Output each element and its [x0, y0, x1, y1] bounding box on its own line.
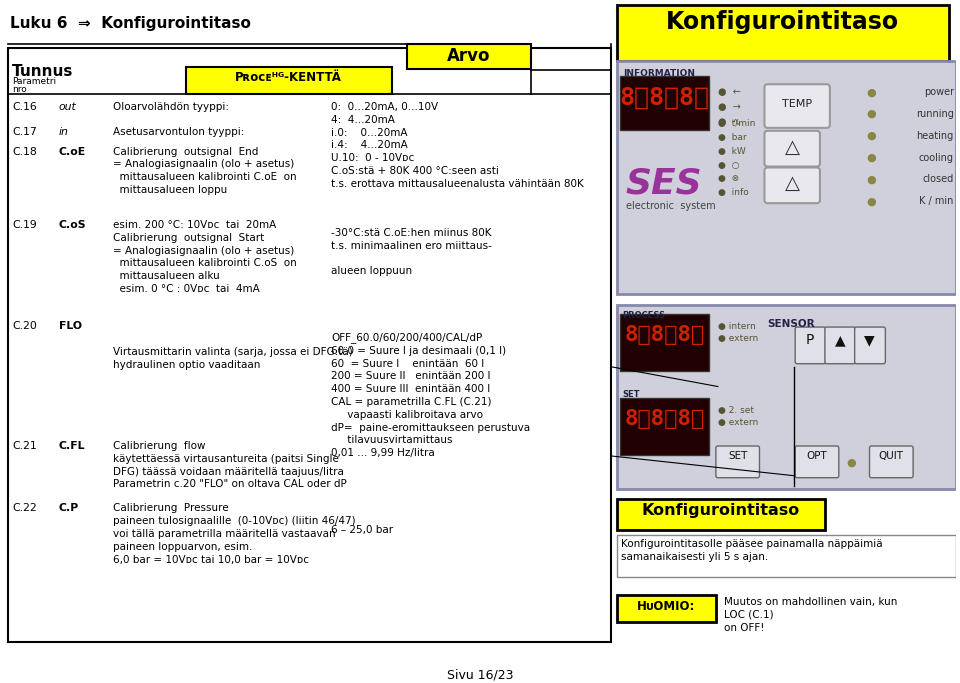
Text: △: △ — [784, 174, 800, 193]
FancyBboxPatch shape — [764, 131, 820, 167]
Text: C.17: C.17 — [12, 127, 36, 137]
FancyBboxPatch shape — [870, 446, 913, 477]
Text: heating: heating — [917, 131, 953, 141]
Text: Asetusarvontulon tyyppi:: Asetusarvontulon tyyppi: — [113, 127, 245, 137]
Text: ●  t/min: ● t/min — [718, 119, 756, 128]
Text: ●  ⊗: ● ⊗ — [718, 174, 739, 184]
Text: PROCESS: PROCESS — [623, 311, 665, 320]
Text: ● extern: ● extern — [718, 418, 758, 428]
Text: cooling: cooling — [919, 152, 953, 163]
Text: Pʀᴏᴄᴇᴴᴳ-KENTTÄ: Pʀᴏᴄᴇᴴᴳ-KENTTÄ — [235, 71, 342, 85]
Text: C.20: C.20 — [12, 321, 37, 331]
Text: HᴜOMIO:: HᴜOMIO: — [637, 600, 695, 613]
FancyBboxPatch shape — [616, 499, 825, 530]
Text: Tunnus: Tunnus — [12, 64, 74, 79]
FancyBboxPatch shape — [620, 314, 708, 371]
FancyBboxPatch shape — [407, 44, 531, 70]
FancyBboxPatch shape — [825, 327, 855, 364]
FancyBboxPatch shape — [716, 446, 759, 477]
Text: ▲: ▲ — [834, 333, 845, 347]
Text: Arvo: Arvo — [446, 46, 491, 65]
Text: 8⁨8⁨8⁨: 8⁨8⁨8⁨ — [619, 85, 709, 109]
Text: TEMP: TEMP — [782, 99, 812, 109]
Text: Calibrierung  outsignal  End
= Analogiasignaalin (olo + asetus)
  mittausalueen : Calibrierung outsignal End = Analogiasig… — [113, 147, 297, 195]
Text: nro: nro — [12, 85, 27, 94]
Text: SET: SET — [728, 451, 748, 461]
FancyBboxPatch shape — [854, 327, 885, 364]
Text: ●  info: ● info — [718, 189, 749, 197]
Text: C.FL: C.FL — [59, 441, 85, 451]
FancyBboxPatch shape — [185, 68, 392, 94]
Text: P: P — [805, 333, 814, 347]
Text: running: running — [916, 109, 953, 119]
FancyBboxPatch shape — [616, 5, 948, 61]
Bar — [616, 535, 956, 577]
Text: C.19: C.19 — [12, 220, 36, 230]
Text: ●: ● — [867, 152, 876, 163]
Text: 8⁨8⁨8⁨: 8⁨8⁨8⁨ — [624, 409, 705, 430]
Text: C.P: C.P — [59, 503, 79, 514]
Text: in: in — [59, 127, 69, 137]
Text: C.16: C.16 — [12, 102, 36, 112]
Text: Konfigurointitaso: Konfigurointitaso — [665, 10, 899, 34]
Text: ●  ←: ● ← — [718, 87, 741, 97]
Text: ● extern: ● extern — [718, 334, 758, 343]
FancyBboxPatch shape — [620, 398, 708, 455]
Text: Calibrierung  flow
käytettäessä virtausantureita (paitsi Single
DFG) täässä void: Calibrierung flow käytettäessä virtausan… — [113, 441, 347, 490]
Text: ●: ● — [867, 131, 876, 141]
FancyBboxPatch shape — [764, 167, 820, 203]
Text: INFORMATION: INFORMATION — [623, 70, 695, 79]
Text: K / min: K / min — [920, 196, 953, 206]
Text: SES: SES — [626, 167, 703, 201]
Text: ●: ● — [847, 458, 856, 468]
Text: 0:  0...20mA, 0...10V
4:  4...20mA
i.0:    0...20mA
i.4:    4...20mA
U.10:  0 - : 0: 0...20mA, 0...10V 4: 4...20mA i.0: 0.… — [331, 102, 584, 189]
Text: Virtausmittarin valinta (sarja, jossa ei DFG:tä)
hydraulinen optio vaaditaan: Virtausmittarin valinta (sarja, jossa ei… — [113, 321, 353, 370]
Text: C.21: C.21 — [12, 441, 36, 451]
Text: ●: ● — [867, 87, 876, 97]
Text: C.18: C.18 — [12, 147, 36, 156]
Text: Calibrierung  Pressure
paineen tulosignaalille  (0-10Vᴅᴄ) (liitin 46/47)
voi täl: Calibrierung Pressure paineen tulosignaa… — [113, 503, 356, 565]
Text: Sivu 16/23: Sivu 16/23 — [446, 668, 514, 681]
Text: ▼: ▼ — [864, 333, 875, 347]
FancyBboxPatch shape — [764, 84, 829, 128]
Text: C.22: C.22 — [12, 503, 36, 514]
Text: esim. 200 °C: 10Vᴅᴄ  tai  20mA
Calibrierung  outsignal  Start
= Analogiasignaali: esim. 200 °C: 10Vᴅᴄ tai 20mA Calibrierun… — [113, 220, 297, 294]
Text: ●  bar: ● bar — [718, 133, 747, 142]
FancyBboxPatch shape — [616, 61, 956, 294]
Text: out: out — [59, 102, 77, 112]
FancyBboxPatch shape — [616, 595, 716, 622]
Text: ● 2. set: ● 2. set — [718, 406, 754, 415]
Text: SET: SET — [623, 389, 640, 398]
FancyBboxPatch shape — [616, 305, 956, 488]
Text: ●  kW: ● kW — [718, 147, 746, 156]
FancyBboxPatch shape — [795, 327, 826, 364]
Text: ●  →: ● → — [718, 102, 741, 112]
Text: ●: ● — [867, 109, 876, 119]
Text: Parametri: Parametri — [12, 77, 57, 86]
FancyBboxPatch shape — [620, 76, 708, 130]
Text: Konfigurointitaso: Konfigurointitaso — [641, 503, 800, 518]
Text: Konfigurointitasolle pääsee painamalla näppäimiä
samanaikaisesti yli 5 s ajan.: Konfigurointitasolle pääsee painamalla n… — [621, 539, 882, 562]
Text: electronic  system: electronic system — [626, 201, 715, 211]
Text: ●: ● — [867, 174, 876, 184]
Text: C.oS: C.oS — [59, 220, 86, 230]
Text: power: power — [924, 87, 953, 97]
Text: SENSOR: SENSOR — [767, 319, 815, 329]
Text: OPT: OPT — [806, 451, 828, 461]
Text: Luku 6  ⇒  Konfigurointitaso: Luku 6 ⇒ Konfigurointitaso — [11, 16, 252, 31]
Text: ●  ○: ● ○ — [718, 161, 739, 169]
Text: FLO: FLO — [59, 321, 82, 331]
Text: closed: closed — [923, 174, 953, 184]
Text: C.oE: C.oE — [59, 147, 85, 156]
Text: QUIT: QUIT — [878, 451, 903, 461]
Text: 8⁨8⁨8⁨: 8⁨8⁨8⁨ — [624, 325, 705, 345]
Text: Muutos on mahdollinen vain, kun
LOC (C.1)
on OFF!: Muutos on mahdollinen vain, kun LOC (C.1… — [724, 597, 898, 633]
Text: 6 – 25,0 bar: 6 – 25,0 bar — [331, 525, 394, 535]
Text: △: △ — [784, 138, 800, 157]
Text: ●: ● — [867, 196, 876, 206]
FancyBboxPatch shape — [795, 446, 839, 477]
Text: ● intern: ● intern — [718, 322, 756, 331]
Text: Oloarvolähdön tyyppi:: Oloarvolähdön tyyppi: — [113, 102, 229, 112]
Text: ●  ∿: ● ∿ — [718, 117, 741, 127]
Text: -30°C:stä C.oE:hen miinus 80K
t.s. minimaalinen ero miittaus-

alueen loppuun: -30°C:stä C.oE:hen miinus 80K t.s. minim… — [331, 228, 492, 277]
